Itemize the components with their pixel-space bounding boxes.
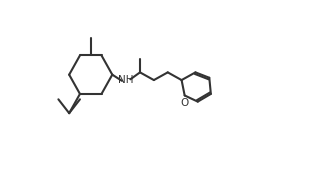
Text: O: O (181, 98, 189, 108)
Text: NH: NH (118, 75, 134, 85)
